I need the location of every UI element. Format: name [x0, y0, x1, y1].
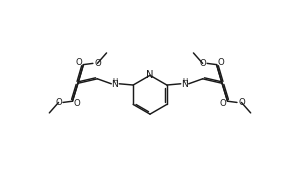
Text: N: N — [146, 70, 154, 80]
Text: H: H — [182, 78, 188, 84]
Text: O: O — [199, 59, 206, 68]
Text: H: H — [112, 78, 118, 84]
Text: O: O — [76, 58, 82, 67]
Text: O: O — [220, 99, 226, 108]
Text: N: N — [112, 80, 118, 88]
Text: N: N — [182, 80, 188, 88]
Text: O: O — [74, 99, 80, 108]
Text: O: O — [94, 59, 101, 68]
Text: O: O — [238, 98, 245, 107]
Text: O: O — [218, 58, 224, 67]
Text: O: O — [55, 98, 62, 107]
